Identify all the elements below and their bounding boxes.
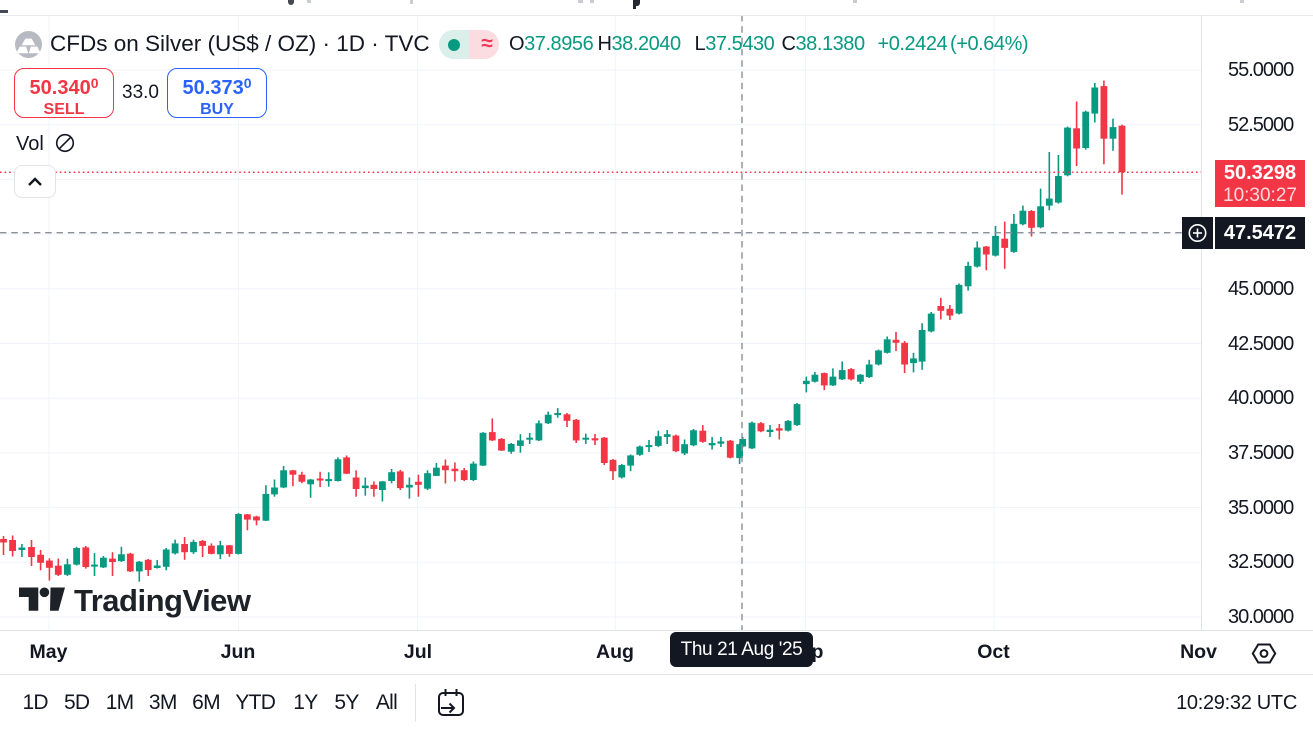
- svg-text:TradingView: TradingView: [74, 585, 252, 618]
